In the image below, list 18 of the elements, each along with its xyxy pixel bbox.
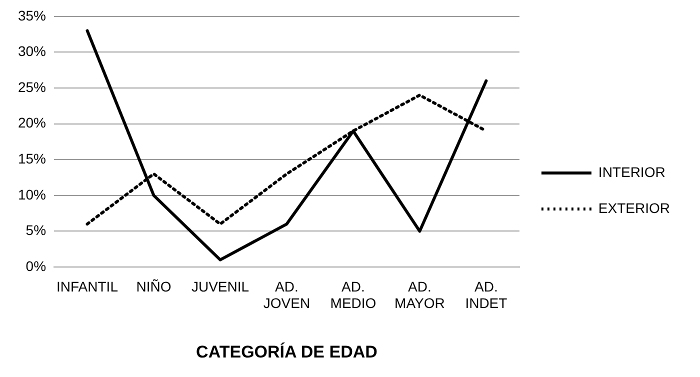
x-tick-label: AD. JOVEN bbox=[263, 278, 310, 312]
x-tick-label: AD. INDET bbox=[465, 278, 508, 312]
y-tick-label: 25% bbox=[18, 78, 46, 95]
x-tick-label: AD. MEDIO bbox=[330, 278, 376, 312]
x-tick-label: NIÑO bbox=[136, 278, 172, 294]
y-tick-label: 5% bbox=[26, 222, 46, 238]
x-axis-title: CATEGORÍA DE EDAD bbox=[196, 341, 378, 362]
y-tick-label: 20% bbox=[18, 114, 46, 131]
y-tick-label: 30% bbox=[18, 43, 46, 60]
x-tick-label: INFANTIL bbox=[56, 278, 118, 294]
x-tick-label: AD. MAYOR bbox=[394, 278, 445, 312]
y-tick-label: 10% bbox=[18, 186, 46, 202]
y-tick-label: 0% bbox=[26, 258, 46, 274]
legend-label: EXTERIOR bbox=[598, 200, 670, 216]
y-tick-label: 15% bbox=[18, 150, 46, 166]
x-tick-label: JUVENIL bbox=[191, 278, 250, 294]
legend-label: INTERIOR bbox=[598, 164, 666, 180]
y-tick-label: 35% bbox=[18, 7, 46, 24]
